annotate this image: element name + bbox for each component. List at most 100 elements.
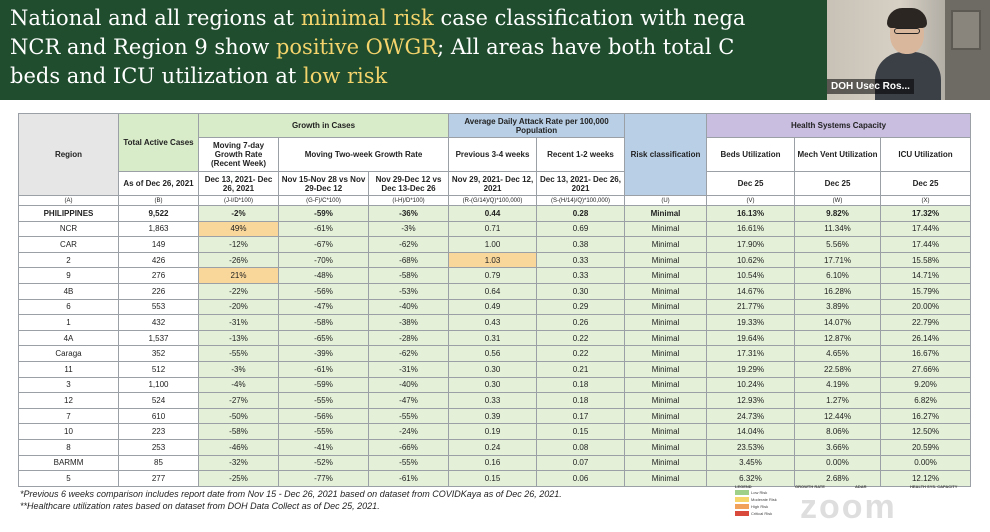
adar-recent-cell: 0.26 bbox=[536, 314, 626, 331]
table-row: 4A 1,537 -13% -65% -28% 0.31 0.22 Minimal 19.64%… bbox=[18, 329, 972, 347]
speaker-hair bbox=[887, 8, 927, 28]
column-formula: (S-(H/14)/Q)*100,000) bbox=[536, 195, 626, 206]
icu-utilization-cell: 16.67% bbox=[880, 345, 972, 362]
beds-utilization-cell: 10.54% bbox=[706, 267, 796, 284]
legend-label: Critical Risk bbox=[751, 511, 773, 516]
header-region: Region bbox=[18, 113, 119, 196]
column-formula: (R-(G/14)/Q)*100,000) bbox=[448, 195, 538, 206]
growth-2wk-b-cell: -55% bbox=[367, 407, 450, 425]
growth-7day-cell: -12% bbox=[198, 236, 279, 253]
growth-2wk-a-cell: -56% bbox=[278, 407, 369, 425]
active-cases-cell: 276 bbox=[118, 267, 199, 284]
active-cases-cell: 426 bbox=[118, 251, 199, 269]
adar-recent-cell: 0.17 bbox=[536, 407, 626, 425]
growth-7day-cell: -32% bbox=[198, 454, 279, 472]
legend: LEGEND Low Risk Moderate Risk High Risk Cri… bbox=[735, 484, 975, 530]
mech-vent-cell: 6.10% bbox=[794, 267, 882, 284]
table-row: 2 426 -26% -70% -68% 1.03 0.33 Minimal 10.62% 17.… bbox=[18, 251, 972, 269]
adar-recent-cell: 0.33 bbox=[536, 251, 626, 269]
active-cases-cell: 9,522 bbox=[118, 205, 199, 222]
icu-utilization-cell: 15.79% bbox=[880, 282, 972, 300]
growth-7day-cell: -20% bbox=[198, 298, 279, 316]
adar-previous-cell: 0.19 bbox=[448, 423, 538, 440]
adar-previous-cell: 0.15 bbox=[448, 470, 538, 487]
icu-utilization-cell: 27.66% bbox=[880, 360, 972, 378]
risk-cell: Minimal bbox=[624, 329, 708, 347]
risk-cell: Minimal bbox=[624, 360, 708, 378]
icu-utilization-cell: 6.82% bbox=[880, 392, 972, 409]
table-row: 9 276 21% -48% -58% 0.79 0.33 Minimal 10.54% 6.10… bbox=[18, 267, 972, 284]
active-cases-cell: 610 bbox=[118, 407, 199, 425]
table-row: PHILIPPINES 9,522 -2% -59% -36% 0.44 0.28 Minim… bbox=[18, 205, 972, 222]
zoom-watermark: zoom bbox=[800, 488, 897, 526]
growth-7day-cell: -55% bbox=[198, 345, 279, 362]
active-cases-cell: 1,100 bbox=[118, 376, 199, 394]
adar-previous-cell: 0.30 bbox=[448, 376, 538, 394]
header-mech: Mech Vent Utilization bbox=[794, 137, 882, 172]
header-moving2wk: Moving Two-week Growth Rate bbox=[277, 137, 450, 172]
region-cell: Caraga bbox=[18, 345, 119, 362]
beds-utilization-cell: 10.24% bbox=[706, 376, 796, 394]
footnotes: *Previous 6 weeks comparison includes re… bbox=[20, 488, 562, 512]
legend-col-hsc: HEALTH SYS. CAPACITY bbox=[910, 484, 957, 490]
icu-utilization-cell: 16.27% bbox=[880, 407, 972, 425]
growth-7day-cell: 21% bbox=[198, 267, 279, 284]
risk-cell: Minimal bbox=[624, 376, 708, 394]
adar-recent-cell: 0.21 bbox=[536, 360, 626, 378]
legend-swatch bbox=[735, 497, 749, 503]
adar-previous-cell: 0.24 bbox=[448, 438, 538, 456]
beds-utilization-cell: 19.29% bbox=[706, 360, 796, 378]
beds-utilization-cell: 19.64% bbox=[706, 329, 796, 347]
growth-2wk-a-cell: -59% bbox=[278, 205, 369, 222]
active-cases-cell: 553 bbox=[118, 298, 199, 316]
adar-previous-cell: 0.71 bbox=[448, 220, 538, 238]
participant-video[interactable]: DOH Usec Ros... bbox=[827, 0, 990, 100]
growth-7day-cell: -58% bbox=[198, 423, 279, 440]
icu-utilization-cell: 20.00% bbox=[880, 298, 972, 316]
growth-2wk-b-cell: -62% bbox=[367, 236, 450, 253]
adar-previous-cell: 0.64 bbox=[448, 282, 538, 300]
mech-vent-cell: 12.44% bbox=[794, 407, 882, 425]
adar-recent-cell: 0.18 bbox=[536, 392, 626, 409]
region-cell: 4B bbox=[18, 282, 119, 300]
table-row: 4B 226 -22% -56% -53% 0.64 0.30 Minimal 14.67% 16… bbox=[18, 282, 972, 300]
column-formula: (V) bbox=[706, 195, 796, 206]
growth-2wk-b-cell: -47% bbox=[367, 392, 450, 409]
table-row: Caraga 352 -55% -39% -62% 0.56 0.22 Minimal 17.3… bbox=[18, 345, 972, 362]
adar-recent-cell: 0.69 bbox=[536, 220, 626, 238]
growth-2wk-a-cell: -41% bbox=[278, 438, 369, 456]
icu-utilization-cell: 0.00% bbox=[880, 454, 972, 472]
column-formula: (A) bbox=[18, 195, 119, 206]
active-cases-cell: 1,863 bbox=[118, 220, 199, 238]
region-cell: CAR bbox=[18, 236, 119, 253]
table-row: CAR 149 -12% -67% -62% 1.00 0.38 Minimal 17.90% 5… bbox=[18, 236, 972, 253]
growth-2wk-b-cell: -55% bbox=[367, 454, 450, 472]
slide-title-bar: National and all regions at minimal risk… bbox=[0, 0, 990, 100]
growth-7day-cell: -22% bbox=[198, 282, 279, 300]
region-cell: 5 bbox=[18, 470, 119, 487]
growth-2wk-a-cell: -67% bbox=[278, 236, 369, 253]
beds-utilization-cell: 21.77% bbox=[706, 298, 796, 316]
mech-vent-cell: 1.27% bbox=[794, 392, 882, 409]
legend-adar-head: ADAR bbox=[855, 484, 867, 489]
region-cell: NCR bbox=[18, 220, 119, 238]
mech-vent-cell: 12.87% bbox=[794, 329, 882, 347]
legend-item: Moderate Risk bbox=[735, 497, 777, 504]
risk-cell: Minimal bbox=[624, 423, 708, 440]
region-cell: 7 bbox=[18, 407, 119, 425]
growth-2wk-a-cell: -70% bbox=[278, 251, 369, 269]
growth-7day-cell: -26% bbox=[198, 251, 279, 269]
header-total-active: Total Active Cases bbox=[118, 113, 199, 172]
growth-2wk-a-cell: -47% bbox=[278, 298, 369, 316]
region-cell: 4A bbox=[18, 329, 119, 347]
header-adar: Average Daily Attack Rate per 100,000 Po… bbox=[448, 113, 626, 138]
column-formula: (J-I/D*100) bbox=[198, 195, 279, 206]
growth-2wk-b-cell: -3% bbox=[367, 220, 450, 238]
adar-recent-cell: 0.18 bbox=[536, 376, 626, 394]
slide-title-line: NCR and Region 9 show positive OWGR; All… bbox=[10, 33, 840, 62]
adar-recent-cell: 0.07 bbox=[536, 454, 626, 472]
region-cell: 1 bbox=[18, 314, 119, 331]
legend-col-growth: GROWTH RATE bbox=[795, 484, 825, 490]
growth-2wk-a-cell: -55% bbox=[278, 392, 369, 409]
title-highlight: positive OWGR bbox=[275, 35, 438, 59]
